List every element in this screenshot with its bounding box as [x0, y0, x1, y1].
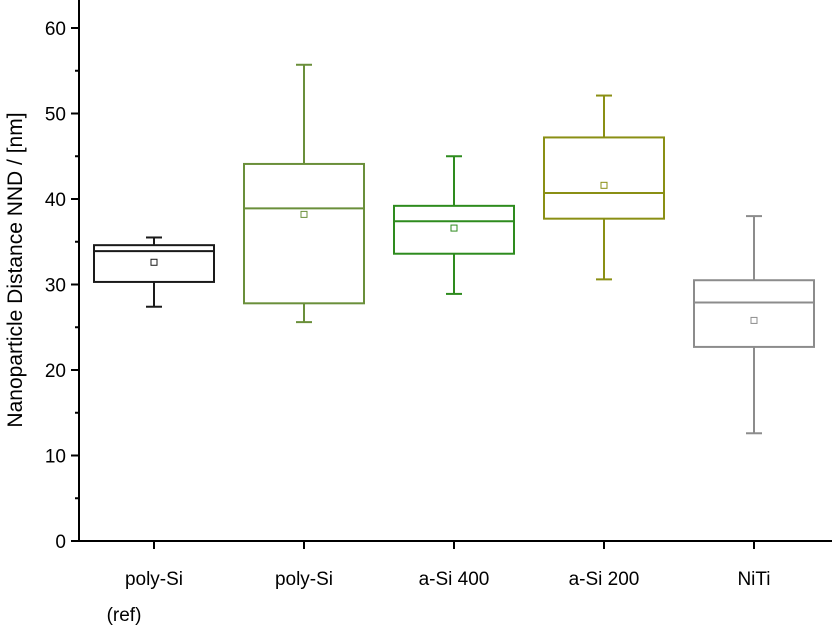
x-category-label-line: NiTi [737, 569, 770, 590]
box-iqr [693, 279, 815, 348]
box-series-2 [393, 155, 515, 295]
x-category-label: a-Si 200 [569, 569, 640, 590]
mean-marker [300, 210, 308, 218]
x-category-label-line: poly-Si [275, 569, 333, 590]
mean-marker [600, 181, 608, 189]
x-category-label-line: (ref) [107, 605, 142, 626]
box-series-1 [243, 63, 365, 324]
x-category-label: NiTi [737, 569, 770, 590]
x-category-label-line: a-Si 200 [569, 569, 640, 590]
mean-marker [750, 316, 758, 324]
x-category-label: poly-Si (ref) [107, 569, 183, 626]
y-tick-label: 50 [45, 105, 66, 126]
x-category-label-line: a-Si 400 [419, 569, 490, 590]
mean-marker [450, 224, 458, 232]
y-axis-title: Nanoparticle Distance NND / [nm] [4, 112, 27, 427]
y-tick-label: 10 [45, 447, 66, 468]
x-category-label: a-Si 400 [419, 569, 490, 590]
mean-marker [150, 258, 158, 266]
y-tick-label: 30 [45, 276, 66, 297]
y-tick-label: 60 [45, 19, 66, 40]
box-iqr [543, 136, 665, 220]
y-tick-label: 0 [55, 532, 66, 553]
x-category-label-line: poly-Si [125, 569, 183, 590]
x-category-label: poly-Si [275, 569, 333, 590]
y-tick-label: 20 [45, 361, 66, 382]
box-series-0 [93, 236, 215, 308]
box-series-3 [543, 94, 665, 281]
box-series-4 [693, 215, 815, 435]
axes [71, 0, 832, 549]
axis-labels: 0 10 20 30 40 50 60 poly-Si (ref) poly-Si a-Si 400… [4, 19, 771, 626]
y-tick-label: 40 [45, 190, 66, 211]
box-iqr [243, 162, 365, 305]
plot-boxes [93, 63, 815, 435]
